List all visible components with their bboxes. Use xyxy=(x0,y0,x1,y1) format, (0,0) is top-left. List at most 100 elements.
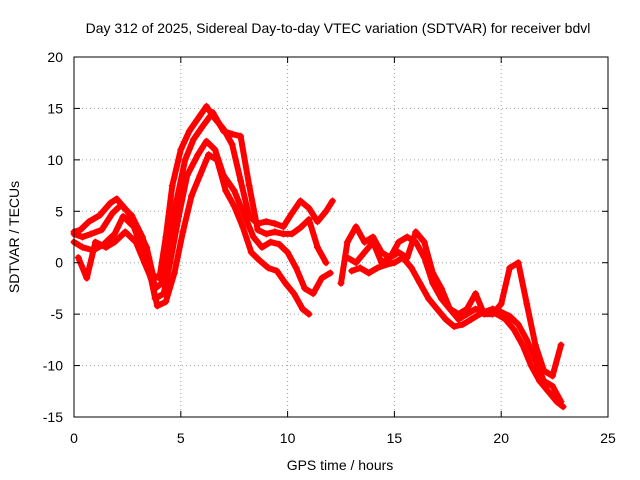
data-point xyxy=(79,233,87,241)
data-point xyxy=(476,310,484,318)
data-point xyxy=(194,151,202,159)
y-tick-label: 10 xyxy=(47,152,63,168)
x-axis-label: GPS time / hours xyxy=(287,457,394,473)
data-point xyxy=(296,224,304,232)
data-point xyxy=(170,269,178,277)
data-point xyxy=(237,176,245,184)
data-point xyxy=(198,123,206,131)
data-point xyxy=(121,228,129,236)
data-point xyxy=(271,228,279,236)
data-point xyxy=(412,228,420,236)
data-point xyxy=(446,305,454,313)
data-point xyxy=(348,267,356,275)
data-point xyxy=(279,223,287,231)
data-point xyxy=(194,115,202,123)
data-point xyxy=(211,146,219,154)
data-point xyxy=(222,187,230,195)
data-point xyxy=(264,264,272,272)
data-point xyxy=(425,295,433,303)
data-point xyxy=(403,233,411,241)
data-point xyxy=(519,341,527,349)
y-axis-ticks: -15 -10 -5 0 5 10 15 20 xyxy=(43,49,608,425)
data-point xyxy=(523,300,531,308)
data-point xyxy=(536,377,544,385)
data-point xyxy=(510,326,518,334)
y-tick-label: 0 xyxy=(55,255,63,271)
data-point xyxy=(153,302,161,310)
data-point xyxy=(299,305,307,313)
series-line xyxy=(75,151,312,318)
data-point xyxy=(360,238,368,246)
data-point xyxy=(472,305,480,313)
data-point xyxy=(85,218,93,226)
data-point xyxy=(548,382,556,390)
x-tick-label: 0 xyxy=(70,430,78,446)
data-point xyxy=(111,230,119,238)
data-point xyxy=(132,238,140,246)
data-series xyxy=(70,102,567,411)
data-point xyxy=(254,226,262,234)
data-point xyxy=(117,201,125,209)
data-point xyxy=(399,254,407,262)
data-point xyxy=(262,218,270,226)
data-point xyxy=(179,228,187,236)
data-point xyxy=(352,223,360,231)
data-point xyxy=(83,274,91,282)
data-point xyxy=(548,372,556,380)
data-point xyxy=(429,269,437,277)
data-point xyxy=(281,279,289,287)
data-point xyxy=(337,279,345,287)
data-point xyxy=(249,233,257,241)
data-point xyxy=(450,322,458,330)
data-point xyxy=(111,238,119,246)
data-point xyxy=(262,230,270,238)
data-point xyxy=(87,230,95,238)
y-tick-label: 5 xyxy=(55,203,63,219)
data-point xyxy=(506,264,514,272)
data-point xyxy=(506,312,514,320)
data-point xyxy=(328,197,336,205)
data-point xyxy=(205,151,213,159)
chart-title: Day 312 of 2025, Sidereal Day-to-day VTE… xyxy=(86,20,591,36)
data-point xyxy=(472,290,480,298)
data-point xyxy=(514,259,522,267)
series-line xyxy=(71,103,336,282)
data-point xyxy=(527,362,535,370)
data-point xyxy=(420,238,428,246)
y-tick-label: -15 xyxy=(43,409,63,425)
data-point xyxy=(275,240,283,248)
data-point xyxy=(360,248,368,256)
data-point xyxy=(74,254,82,262)
data-point xyxy=(230,187,238,195)
data-point xyxy=(130,223,138,231)
data-point xyxy=(239,223,247,231)
data-point xyxy=(209,109,217,117)
data-point xyxy=(296,197,304,205)
data-point xyxy=(356,264,364,272)
data-point xyxy=(202,102,210,110)
x-tick-label: 15 xyxy=(387,430,403,446)
data-point xyxy=(407,264,415,272)
series-line xyxy=(344,228,564,405)
data-point xyxy=(314,243,322,251)
data-point xyxy=(183,171,191,179)
data-point xyxy=(228,130,236,138)
data-point xyxy=(433,305,441,313)
data-point xyxy=(292,264,300,272)
data-point xyxy=(463,310,471,318)
data-point xyxy=(168,182,176,190)
data-point xyxy=(559,403,567,411)
data-point xyxy=(279,230,287,238)
data-point xyxy=(322,259,330,267)
data-point xyxy=(352,259,360,267)
y-tick-label: 15 xyxy=(47,100,63,116)
data-point xyxy=(437,284,445,292)
data-point xyxy=(241,212,249,220)
data-point xyxy=(373,264,381,272)
data-point xyxy=(106,199,114,207)
data-point xyxy=(147,274,155,282)
data-point xyxy=(181,156,189,164)
data-point xyxy=(76,226,84,234)
data-point xyxy=(102,243,110,251)
series-track-4 xyxy=(74,151,313,318)
